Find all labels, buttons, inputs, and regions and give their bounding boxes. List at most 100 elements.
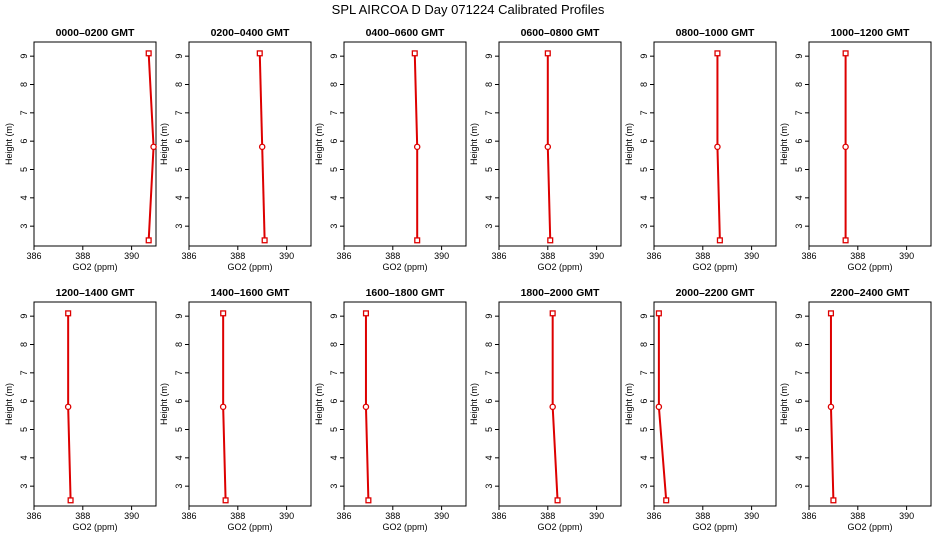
y-tick-label: 8 (19, 342, 29, 347)
y-tick-label: 7 (174, 370, 184, 375)
x-tick-label: 390 (589, 251, 604, 261)
y-tick-label: 6 (639, 399, 649, 404)
panel-title: 0400–0600 GMT (366, 27, 445, 39)
y-tick-label: 4 (639, 195, 649, 200)
panel-8: 1400–1600 GMT 386 388 390 GO2 (ppm) 3 4 5 6 7 8 9 He… (159, 287, 312, 532)
x-axis-label: GO2 (ppm) (227, 522, 272, 532)
x-tick-label: 388 (385, 511, 400, 521)
panel-title: 1400–1600 GMT (211, 287, 290, 299)
panel-title: 2000–2200 GMT (676, 287, 755, 299)
y-tick-label: 5 (329, 167, 339, 172)
x-tick-label: 386 (336, 511, 351, 521)
profile-point-square (411, 50, 418, 57)
x-tick-label: 390 (899, 251, 914, 261)
y-tick-label: 9 (19, 314, 29, 319)
x-tick-label: 388 (695, 511, 710, 521)
y-tick-label: 4 (329, 195, 339, 200)
profile-point-square (663, 497, 670, 504)
x-tick-label: 388 (540, 251, 555, 261)
y-tick-label: 6 (794, 399, 804, 404)
y-tick-label: 9 (639, 54, 649, 59)
y-axis-label: Height (m) (314, 383, 324, 425)
x-tick-label: 388 (385, 251, 400, 261)
y-tick-label: 9 (174, 314, 184, 319)
profile-point-circle (549, 403, 556, 411)
x-tick-label: 390 (124, 511, 139, 521)
y-tick-label: 5 (794, 167, 804, 172)
y-tick-label: 9 (329, 314, 339, 319)
y-axis-label: Height (m) (469, 123, 479, 165)
y-tick-label: 7 (639, 370, 649, 375)
y-tick-label: 6 (174, 139, 184, 144)
panel-title: 0800–1000 GMT (676, 27, 755, 39)
panel-1: 0000–0200 GMT 386 388 390 GO2 (ppm) 3 4 5 6 7 8 9 He… (4, 27, 157, 272)
profile-point-square (714, 50, 721, 57)
plot-frame (653, 301, 777, 507)
x-axis-label: GO2 (ppm) (537, 262, 582, 272)
y-tick-label: 3 (484, 224, 494, 229)
panel-9: 1600–1800 GMT 386 388 390 GO2 (ppm) 3 4 5 6 7 8 9 He… (314, 287, 467, 532)
y-axis-label: Height (m) (779, 383, 789, 425)
x-tick-label: 386 (646, 251, 661, 261)
x-tick-label: 388 (75, 511, 90, 521)
y-tick-label: 3 (329, 224, 339, 229)
y-tick-label: 5 (19, 427, 29, 432)
y-tick-label: 7 (794, 370, 804, 375)
plot-frame (653, 41, 777, 247)
y-tick-label: 3 (174, 224, 184, 229)
x-axis-label: GO2 (ppm) (227, 262, 272, 272)
x-axis-label: GO2 (ppm) (847, 522, 892, 532)
y-axis-label: Height (m) (159, 383, 169, 425)
profile-point-square (544, 50, 551, 57)
y-tick-label: 8 (639, 342, 649, 347)
x-axis-label: GO2 (ppm) (692, 522, 737, 532)
x-tick-label: 386 (491, 251, 506, 261)
profile-point-square (830, 497, 837, 504)
profile-point-square (65, 310, 72, 317)
y-axis-label: Height (m) (314, 123, 324, 165)
profile-point-square (827, 310, 835, 317)
panel-title: 1800–2000 GMT (521, 287, 600, 299)
profile-point-circle (64, 403, 72, 411)
y-tick-label: 8 (329, 342, 339, 347)
x-tick-label: 390 (279, 251, 294, 261)
y-tick-label: 6 (329, 399, 339, 404)
panel-10: 1800–2000 GMT 386 388 390 GO2 (ppm) 3 4 5 6 7 8 9 He… (469, 287, 622, 532)
x-tick-label: 390 (899, 511, 914, 521)
x-axis-label: GO2 (ppm) (72, 522, 117, 532)
y-tick-label: 3 (329, 484, 339, 489)
y-tick-label: 8 (484, 82, 494, 87)
y-tick-label: 6 (639, 139, 649, 144)
plot-frame (343, 41, 467, 247)
y-tick-label: 8 (174, 342, 184, 347)
y-tick-label: 4 (19, 195, 29, 200)
profile-point-square (222, 497, 229, 504)
y-tick-label: 3 (794, 224, 804, 229)
profile-point-square (145, 237, 152, 244)
x-axis-label: GO2 (ppm) (537, 522, 582, 532)
panel-title: 0200–0400 GMT (211, 27, 290, 39)
profile-point-square (655, 310, 662, 317)
y-tick-label: 6 (484, 399, 494, 404)
x-tick-label: 388 (75, 251, 90, 261)
plot-frame (33, 301, 157, 507)
y-tick-label: 6 (19, 139, 29, 144)
panel-title: 1600–1800 GMT (366, 287, 445, 299)
panel-title: 1000–1200 GMT (831, 27, 910, 39)
plot-frame (188, 301, 312, 507)
y-tick-label: 7 (639, 110, 649, 115)
y-tick-label: 9 (174, 54, 184, 59)
y-tick-label: 7 (794, 110, 804, 115)
x-tick-label: 386 (491, 511, 506, 521)
y-tick-label: 9 (794, 54, 804, 59)
y-tick-label: 8 (484, 342, 494, 347)
y-axis-label: Height (m) (4, 123, 14, 165)
panel-4: 0600–0800 GMT 386 388 390 GO2 (ppm) 3 4 5 6 7 8 9 He… (469, 27, 622, 272)
y-tick-label: 8 (639, 82, 649, 87)
y-tick-label: 4 (19, 455, 29, 460)
profile-point-circle (827, 403, 835, 411)
panel-title: 1200–1400 GMT (56, 287, 135, 299)
y-tick-label: 9 (484, 54, 494, 59)
y-tick-label: 7 (174, 110, 184, 115)
plot-frame (343, 301, 467, 507)
